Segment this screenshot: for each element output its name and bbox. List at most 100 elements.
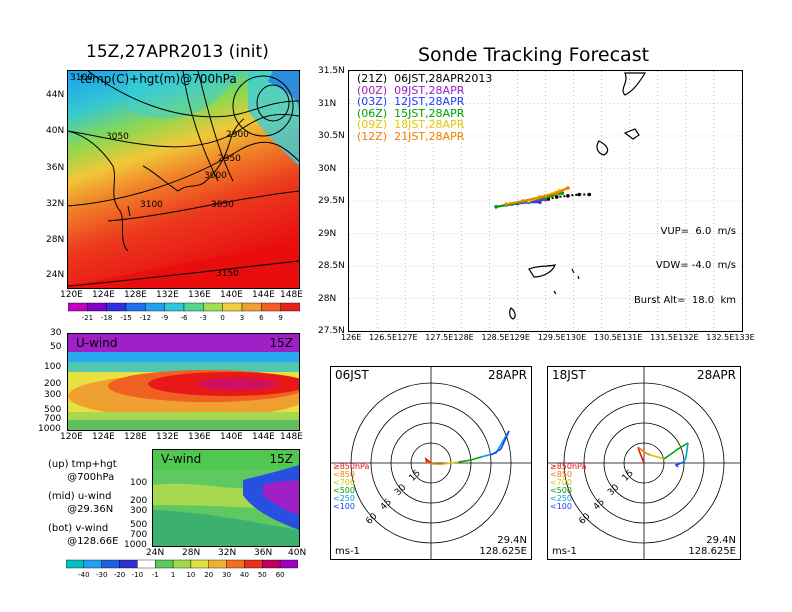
lon-tick: 132E <box>678 333 699 342</box>
colorbar-tick: 6 <box>259 314 264 321</box>
lon-tick: 148E <box>280 432 303 442</box>
lat-tick: 30.5N <box>318 131 345 141</box>
hodograph-segment <box>674 461 685 468</box>
colorbar-swatch <box>83 559 102 569</box>
lat-tick: 31N <box>318 98 337 109</box>
note-line: (bot) v-wind <box>48 523 109 534</box>
v-wind-time: 15Z <box>269 452 294 466</box>
colorbar-tick: 9 <box>278 314 282 321</box>
level-label: <250 <box>550 494 572 503</box>
track-point <box>538 200 542 205</box>
hodograph-segment <box>683 442 689 463</box>
island-outline <box>509 307 516 320</box>
contour-label: 3100 <box>140 200 163 210</box>
colorbar-swatch <box>262 559 281 569</box>
polar-unit: ms-1 <box>552 546 577 557</box>
track-point <box>587 192 592 197</box>
lon-tick: 120E <box>60 432 83 442</box>
note-line: @128.66E <box>48 536 119 547</box>
lon-tick: 148E <box>280 290 303 300</box>
vup-param: VUP= 6.0 m/s <box>660 225 736 237</box>
lat-tick: 28N <box>182 548 201 558</box>
track-legend: (21Z) 06JST,28APR2013 (00Z) 09JST,28APR (0… <box>357 73 492 142</box>
track-point <box>577 192 581 197</box>
lon-tick: 133E <box>734 333 755 342</box>
contour-label: 2900 <box>226 130 249 140</box>
lon-tick: 124E <box>92 432 115 442</box>
lon-tick: 127E <box>397 333 418 342</box>
lon-tick: 144E <box>252 432 275 442</box>
colorbar-tick: -20 <box>114 571 125 578</box>
pressure-tick: 1000 <box>124 540 147 550</box>
wind-colorbar: -40 -30 -20 -10 -1 1 10 20 30 40 50 60 <box>66 559 298 578</box>
polar-lon: 128.625E <box>479 546 527 557</box>
lon-tick: 128E <box>124 432 147 442</box>
colorbar-swatch <box>222 302 243 312</box>
u-wind-label: U-wind <box>76 336 118 350</box>
ring-label: 45 <box>379 497 394 512</box>
note-up: (up) tmp+hgt @700hPa <box>48 458 117 484</box>
pressure-tick: 30 <box>50 328 62 338</box>
hodograph-segment <box>442 461 460 465</box>
lon-tick: 129.5E <box>537 333 566 342</box>
colorbar-tick: -9 <box>161 314 168 321</box>
polar-lat: 29.4N <box>706 535 736 546</box>
legend-entry: (06Z) 15JST,28APR <box>357 106 465 120</box>
polar-location: 29.4N 128.625E <box>479 535 527 557</box>
track-point <box>538 195 542 199</box>
polar-18jst: 15 30 45 60 18JST 28APR ms-1 29.4N 128.625E… <box>547 366 741 560</box>
lon-tick: 132E <box>156 432 179 442</box>
island-outline <box>622 72 647 96</box>
level-label: <100 <box>333 502 355 511</box>
lat-tick: 28.5N <box>318 261 345 271</box>
ring-label: 15 <box>621 468 636 483</box>
hodograph-segment <box>637 446 645 464</box>
colorbar-swatch <box>208 559 227 569</box>
hodograph-segment <box>424 456 432 464</box>
legend-entry: (12Z) 21JST,28APR <box>357 129 465 143</box>
lat-tick: 40N <box>288 548 307 558</box>
lon-tick: 130E <box>565 333 587 342</box>
level-label: <100 <box>550 502 572 511</box>
lon-tick: 132.5E <box>706 333 735 342</box>
lon-tick: 140E <box>220 432 243 442</box>
lon-tick: 144E <box>252 290 275 300</box>
map-variable-label: temp(C)+hgt(m)@700hPa <box>80 72 237 86</box>
contour-label: 3100 <box>70 73 93 83</box>
track-point <box>504 202 508 207</box>
colorbar-tick: -3 <box>200 314 207 321</box>
vdw-param: VDW= -4.0 m/s <box>655 260 736 271</box>
temperature-colorbar: -21 -18 -15 -12 -9 -6 -3 0 3 6 9 <box>68 302 300 321</box>
pressure-tick: 200 <box>130 496 148 506</box>
colorbar-swatch <box>155 559 174 569</box>
level-label: <500 <box>550 486 572 495</box>
colorbar-swatch <box>119 559 138 569</box>
island-outline <box>596 140 609 156</box>
pressure-tick: 700 <box>130 530 148 540</box>
note-line: @29.36N <box>48 504 114 515</box>
ring-label: 30 <box>393 483 408 498</box>
lat-tick: 27.5N <box>318 326 345 336</box>
colorbar-tick: 50 <box>258 571 267 578</box>
pressure-tick: 100 <box>44 362 62 372</box>
colorbar-tick: -30 <box>96 571 107 578</box>
colorbar-swatch <box>183 302 204 312</box>
lat-tick: 30N <box>318 163 337 174</box>
track-point <box>494 205 498 209</box>
polar-levels: ≥850hPa <850 <700 <500 <250 <100 <box>333 463 369 511</box>
lat-tick: 31.5N <box>318 66 345 76</box>
ring-label: 30 <box>606 483 621 498</box>
lon-tick: 126.5E <box>369 333 398 342</box>
legend-entry: (21Z) 06JST,28APR2013 <box>357 72 493 85</box>
lat-tick: 28N <box>46 235 65 245</box>
hodograph-segment <box>480 430 510 458</box>
hodograph-segment <box>663 442 689 460</box>
contour-label: 3150 <box>216 269 239 279</box>
colorbar-tick: -10 <box>132 571 143 578</box>
colorbar-swatch <box>279 559 298 569</box>
lat-tick: 36N <box>254 548 273 558</box>
pressure-tick: 300 <box>130 506 148 516</box>
note-line: @700hPa <box>48 472 115 483</box>
polar-time: 06JST <box>335 368 369 382</box>
